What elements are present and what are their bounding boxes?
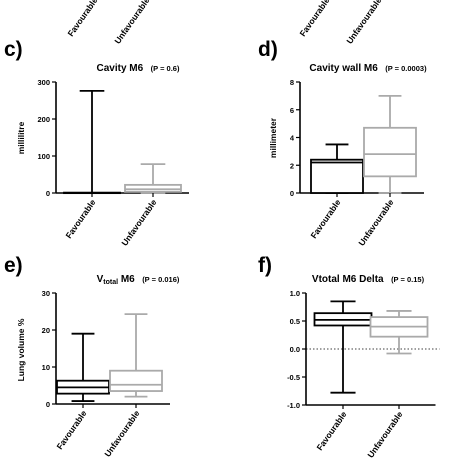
- panel-d-y-tick-label: 8: [290, 78, 294, 87]
- panel-letter-c: c): [4, 38, 23, 61]
- panel-d-plot: 0 2 4 6 8 Favourable Unfavourable: [290, 78, 424, 248]
- panel-letter-d: d): [258, 38, 278, 61]
- panel-letter-e: e): [4, 254, 23, 277]
- top-tick-label-1: Favourable: [65, 0, 99, 38]
- panel-c-title-main: Cavity M6: [97, 63, 144, 74]
- panel-e-x-tick-label: Unfavourable: [102, 408, 142, 458]
- panel-d-p-value: (P = 0.0003): [385, 64, 427, 73]
- panel-c-y-tick-label: 200: [37, 115, 50, 124]
- panel-cavity-wall-m6: d) Cavity wall M6 (P = 0.0003) millimete…: [258, 38, 427, 248]
- panel-d-y-tick-label: 2: [290, 161, 294, 170]
- panel-f-x-tick-label: Favourable: [314, 409, 348, 452]
- panel-d-ylabel: millimeter: [268, 117, 278, 158]
- panel-e-y-tick-label: 10: [42, 363, 50, 372]
- panel-d-y-tick-label: 6: [290, 106, 294, 115]
- panel-d-box-favourable: [310, 143, 364, 194]
- panel-f-plot: -1.0 -0.5 0.0 0.5 1.0 Favourable Unfavourable: [287, 289, 440, 460]
- panel-f-y-tick-label: 0.5: [290, 317, 300, 326]
- panel-e-y-tick-label: 0: [46, 400, 50, 409]
- panel-e-box-favourable: [56, 332, 110, 402]
- panel-e-title-main: V: [97, 274, 104, 285]
- panel-c-y-tick-label: 100: [37, 152, 50, 161]
- panel-e-box-unfavourable: [109, 313, 163, 398]
- panel-cavity-m6: c) Cavity M6 (P = 0.6) millilitre 0 100 20…: [4, 38, 189, 248]
- panel-e-x-tick-label: Favourable: [54, 408, 88, 451]
- panel-c-y-tick-label: 0: [46, 189, 50, 198]
- panel-e-title-sub: total: [103, 279, 118, 286]
- panel-c-x-tick-label: Unfavourable: [119, 197, 159, 247]
- panel-f-title: Vtotal M6 Delta (P = 0.15): [312, 269, 425, 286]
- panel-f-box-unfavourable: [369, 310, 429, 355]
- top-tick-label-2: Unfavourable: [112, 0, 152, 46]
- panel-c-title: Cavity M6 (P = 0.6): [97, 58, 180, 75]
- panel-e-y-tick-label: 30: [42, 289, 50, 298]
- panel-d-y-tick-label: 4: [290, 134, 295, 143]
- panel-vtotal-m6-delta: f) Vtotal M6 Delta (P = 0.15) -1.0 -0.5 0.…: [258, 254, 440, 460]
- panel-vtotal-m6: e) Vtotal M6 (P = 0.016) Lung volume % 0…: [4, 254, 180, 459]
- panel-letter-f: f): [258, 254, 272, 277]
- panel-c-box-unfavourable: [124, 163, 182, 194]
- panel-d-y-tick-label: 0: [290, 189, 294, 198]
- panel-c-y-tick-label: 300: [37, 78, 50, 87]
- panel-e-p-value: (P = 0.016): [142, 275, 180, 284]
- panel-e-y-tick-label: 20: [42, 326, 50, 335]
- top-tick-label-4: Unfavourable: [344, 0, 384, 46]
- panel-f-p-value: (P = 0.15): [391, 275, 425, 284]
- panel-e-plot: 0 10 20 30 Favourable Unfavourable: [42, 289, 170, 459]
- panel-c-box-favourable: [63, 89, 121, 195]
- panel-d-x-tick-label: Favourable: [308, 197, 342, 240]
- panel-c-p-value: (P = 0.6): [151, 64, 180, 73]
- panel-f-y-tick-label: 0.0: [290, 345, 300, 354]
- panel-c-ylabel: millilitre: [16, 121, 26, 154]
- panel-d-title-main: Cavity wall M6: [309, 63, 378, 74]
- panel-f-y-tick-label: -1.0: [287, 401, 300, 410]
- panel-f-y-tick-label: -0.5: [287, 373, 300, 382]
- top-fragment: Favourable Unfavourable Favourable Unfav…: [65, 0, 383, 46]
- panel-e-title: Vtotal M6 (P = 0.016): [97, 269, 180, 286]
- panel-e-title-rest: M6: [118, 274, 135, 285]
- panel-c-plot: 0 100 200 300 Favourable Unfavourable: [37, 78, 189, 248]
- top-tick-label-3: Favourable: [297, 0, 331, 38]
- panel-f-x-tick-label: Unfavourable: [365, 409, 405, 459]
- iqr-box: [109, 369, 163, 392]
- panel-d-title: Cavity wall M6 (P = 0.0003): [309, 58, 427, 75]
- iqr-box: [363, 126, 417, 178]
- panel-e-ylabel: Lung volume %: [16, 318, 26, 381]
- panel-d-x-tick-label: Unfavourable: [356, 197, 396, 247]
- panel-f-title-main: Vtotal M6 Delta: [312, 274, 384, 285]
- iqr-box: [310, 158, 364, 194]
- iqr-box: [124, 183, 182, 193]
- panel-f-box-favourable: [313, 300, 373, 394]
- panel-c-x-tick-label: Favourable: [63, 197, 97, 240]
- panel-f-y-tick-label: 1.0: [290, 289, 300, 298]
- panel-d-box-unfavourable: [363, 94, 417, 194]
